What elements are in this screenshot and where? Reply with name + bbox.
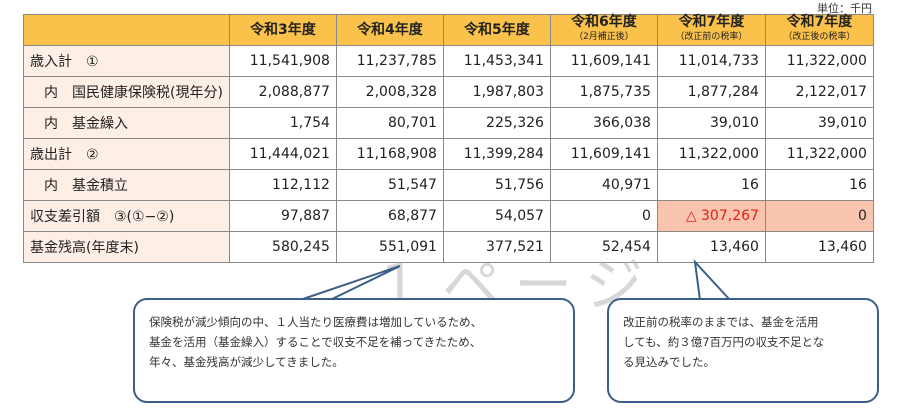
table-cell: 2,122,017 xyxy=(764,76,874,108)
table-cell: 39,010 xyxy=(764,107,874,139)
header-cell-r7-after: 令和7年度 （改正後の税率） xyxy=(764,14,874,46)
note-line: 基金を活用（基金繰入）することで収支不足を補ってきたため、 xyxy=(149,335,482,349)
note-bubble-right: 改正前の税率のままでは、基金を活用 しても、約３億7百万円の収支不足とな る見込… xyxy=(607,298,879,403)
table-row: 基金残高(年度末) 580,245 551,091 377,521 52,454… xyxy=(23,231,874,263)
table-cell: 11,609,141 xyxy=(549,138,658,170)
table-cell: 52,454 xyxy=(549,231,658,263)
table-cell: 580,245 xyxy=(228,231,337,263)
note-line: 保険税が減少傾向の中、１人当たり医療費は増加しているため、 xyxy=(149,315,483,329)
table-cell: 1,875,735 xyxy=(549,76,658,108)
table-cell: 13,460 xyxy=(656,231,766,263)
table-row: 収支差引額 ③(①−②) 97,887 68,877 54,057 0 △ 30… xyxy=(23,200,874,232)
table-cell: 11,444,021 xyxy=(228,138,337,170)
table-cell: 377,521 xyxy=(442,231,551,263)
table-cell: 16 xyxy=(764,169,874,201)
deficit-cell: △ 307,267 xyxy=(656,200,766,232)
note-line: る見込みでした。 xyxy=(623,355,715,369)
table-cell: 11,541,908 xyxy=(228,45,337,77)
header-cell-r6: 令和6年度 （2月補正後） xyxy=(549,14,658,46)
table-cell: 1,877,284 xyxy=(656,76,766,108)
row-label: 基金残高(年度末) xyxy=(23,231,230,263)
table-cell: 11,453,341 xyxy=(442,45,551,77)
table-cell: 366,038 xyxy=(549,107,658,139)
note-line: 改正前の税率のままでは、基金を活用 xyxy=(623,315,819,329)
left-bubble-tail xyxy=(299,265,401,301)
table-cell: 0 xyxy=(549,200,658,232)
table-cell: 80,701 xyxy=(335,107,444,139)
table-cell: 51,756 xyxy=(442,169,551,201)
row-label: 内 基金繰入 xyxy=(23,107,230,139)
table-cell: 40,971 xyxy=(549,169,658,201)
note-line: 年々、基金残高が減少してきました。 xyxy=(149,355,344,369)
header-row: 令和3年度 令和4年度 令和5年度 令和6年度 （2月補正後） 令和7年度 （改正前… xyxy=(23,14,874,46)
table-cell: 2,008,328 xyxy=(335,76,444,108)
row-label: 内 国民健康保険税(現年分) xyxy=(23,76,230,108)
header-cell-r7-before: 令和7年度 （改正前の税率） xyxy=(656,14,766,46)
table-cell: 11,322,000 xyxy=(764,138,874,170)
table-row: 歳入計 ① 11,541,908 11,237,785 11,453,341 1… xyxy=(23,45,874,77)
table-cell: 11,237,785 xyxy=(335,45,444,77)
highlight-cell: 0 xyxy=(764,200,874,232)
budget-table: 令和3年度 令和4年度 令和5年度 令和6年度 （2月補正後） 令和7年度 （改正前… xyxy=(23,14,874,263)
right-bubble-tail xyxy=(693,259,731,301)
table-cell: 1,987,803 xyxy=(442,76,551,108)
table-cell: 1,754 xyxy=(228,107,337,139)
table-cell: 13,460 xyxy=(764,231,874,263)
unit-label: 単位：千円 xyxy=(817,2,872,15)
row-label: 歳出計 ② xyxy=(23,138,230,170)
table-row: 内 国民健康保険税(現年分) 2,088,877 2,008,328 1,987… xyxy=(23,76,874,108)
table-cell: 2,088,877 xyxy=(228,76,337,108)
row-label: 歳入計 ① xyxy=(23,45,230,77)
note-bubble-left: 保険税が減少傾向の中、１人当たり医療費は増加しているため、 基金を活用（基金繰入… xyxy=(133,298,575,403)
row-label: 収支差引額 ③(①−②) xyxy=(23,200,230,232)
note-line: しても、約３億7百万円の収支不足とな xyxy=(623,335,825,349)
header-cell-r5: 令和5年度 xyxy=(442,14,551,46)
table-row: 内 基金繰入 1,754 80,701 225,326 366,038 39,0… xyxy=(23,107,874,139)
table-cell: 11,322,000 xyxy=(764,45,874,77)
table-cell: 97,887 xyxy=(228,200,337,232)
